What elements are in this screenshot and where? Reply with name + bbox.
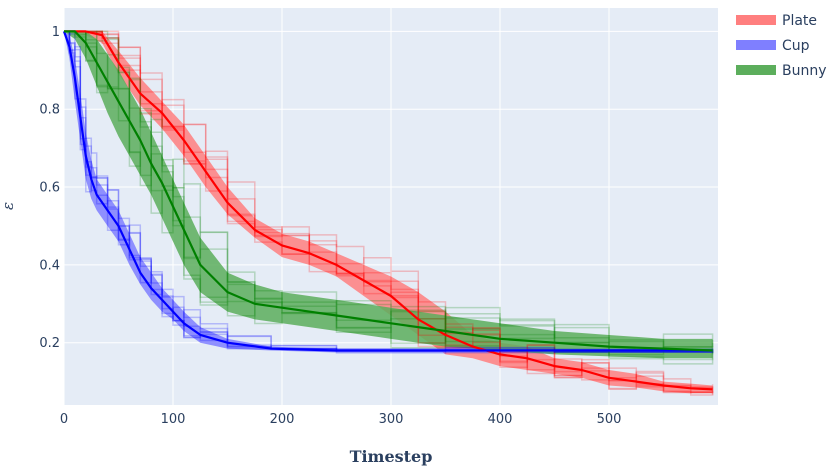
legend-swatch (736, 40, 776, 50)
cup-run-trace (64, 30, 714, 353)
x-tick-label: 500 (597, 412, 622, 427)
confidence-bands (64, 31, 713, 394)
x-tick-label: 100 (161, 412, 186, 427)
y-tick-labels: 0.2 0.4 0.6 0.8 1 (39, 25, 60, 351)
series-lines (62, 30, 714, 396)
cup-run-trace (64, 30, 714, 354)
plate-run-trace (64, 30, 714, 393)
legend-label: Bunny (782, 63, 827, 79)
bunny-run-trace (64, 30, 714, 365)
legend-item-bunny[interactable]: Bunny (736, 63, 827, 79)
x-tick-labels: 0 100 200 300 400 500 (60, 412, 622, 427)
legend-label: Cup (782, 38, 810, 54)
y-tick-label: 1 (52, 25, 60, 40)
x-tick-label: 0 (60, 412, 68, 427)
cup-run-trace (64, 30, 714, 354)
bunny-run-trace (64, 30, 714, 361)
y-axis-title: ε (0, 202, 17, 210)
legend-swatch (736, 15, 776, 25)
cup-run-trace (64, 30, 714, 353)
y-tick-label: 0.6 (39, 181, 60, 196)
cup-mean-line (62, 30, 713, 352)
legend-item-plate[interactable]: Plate (736, 13, 817, 29)
plate-run-trace (64, 30, 713, 389)
x-tick-label: 300 (379, 412, 404, 427)
plate-band (64, 31, 713, 394)
cup-run-trace (64, 30, 714, 354)
y-tick-label: 0.4 (39, 258, 60, 273)
bunny-run-trace (64, 30, 714, 356)
legend-label: Plate (782, 13, 817, 29)
legend-swatch (736, 65, 776, 75)
x-tick-label: 400 (488, 412, 513, 427)
y-tick-label: 0.8 (39, 103, 60, 118)
plate-mean-line (63, 30, 713, 391)
bunny-mean-line (63, 30, 713, 352)
bunny-run-trace (64, 30, 714, 351)
y-tick-label: 0.2 (39, 336, 60, 351)
bunny-band (64, 31, 713, 359)
bunny-run-trace (64, 30, 714, 349)
legend[interactable]: Plate Cup Bunny (736, 13, 827, 79)
x-axis-title: Timestep (350, 447, 433, 466)
x-tick-label: 200 (270, 412, 295, 427)
plate-run-trace (64, 30, 714, 396)
legend-item-cup[interactable]: Cup (736, 38, 810, 54)
